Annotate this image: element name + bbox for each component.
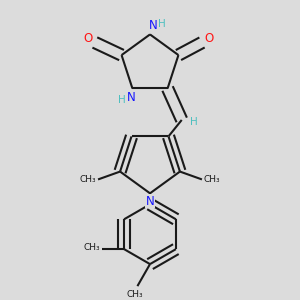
Text: CH₃: CH₃ xyxy=(127,290,143,299)
Text: N: N xyxy=(146,195,154,208)
Text: O: O xyxy=(204,32,214,45)
Text: N: N xyxy=(127,91,135,104)
Text: CH₃: CH₃ xyxy=(80,175,96,184)
Text: H: H xyxy=(118,95,125,106)
Text: H: H xyxy=(190,116,198,127)
Text: O: O xyxy=(83,32,92,45)
Text: H: H xyxy=(158,19,166,29)
Text: N: N xyxy=(149,19,158,32)
Text: CH₃: CH₃ xyxy=(204,175,220,184)
Text: CH₃: CH₃ xyxy=(84,243,100,252)
